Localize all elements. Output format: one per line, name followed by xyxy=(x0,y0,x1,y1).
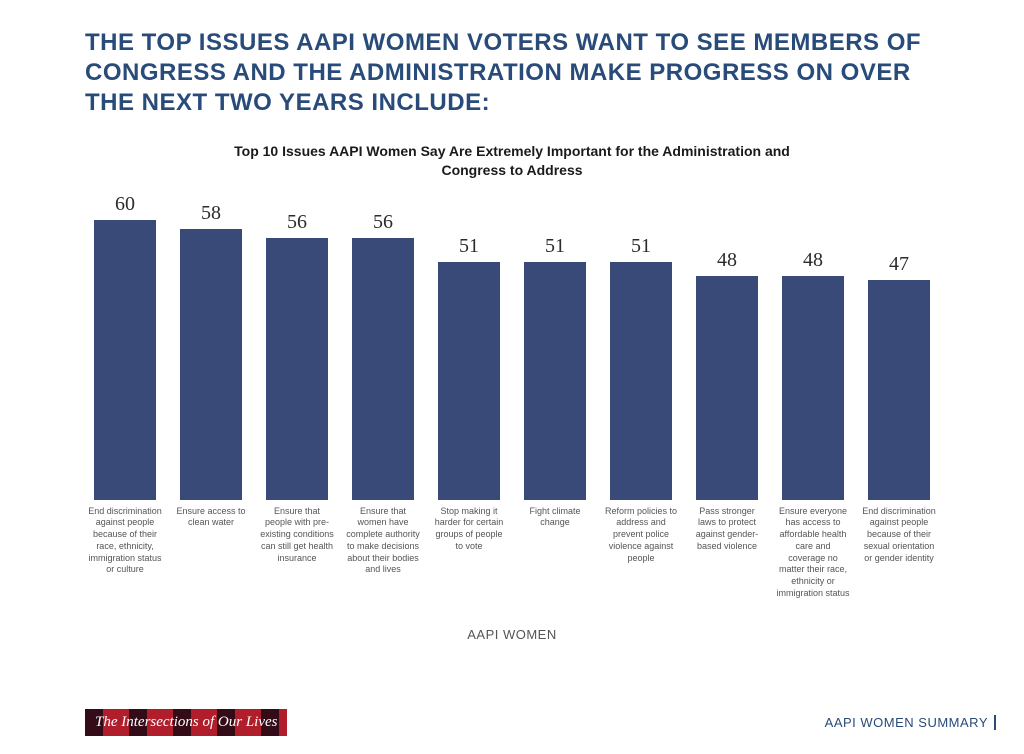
bar-category-label: Ensure that women have complete authorit… xyxy=(344,506,422,600)
bar xyxy=(266,238,328,499)
bar-value-label: 48 xyxy=(717,249,737,272)
bar-col: 51 xyxy=(516,235,594,500)
bar-chart: 60585656515151484847 End discrimination … xyxy=(82,200,942,643)
bar xyxy=(782,276,844,500)
bar xyxy=(438,262,500,500)
bar-category-label: Fight climate change xyxy=(516,506,594,600)
bar-value-label: 60 xyxy=(115,193,135,216)
bar xyxy=(180,229,242,500)
bar-value-label: 51 xyxy=(545,235,565,258)
bar xyxy=(352,238,414,499)
bar-col: 48 xyxy=(688,249,766,500)
source-logo: The Intersections of Our Lives xyxy=(85,709,287,736)
bar-value-label: 47 xyxy=(889,253,909,276)
bar-col: 51 xyxy=(430,235,508,500)
bar-category-label: Reform policies to address and prevent p… xyxy=(602,506,680,600)
bar-value-label: 51 xyxy=(631,235,651,258)
bar-value-label: 58 xyxy=(201,202,221,225)
bar-col: 58 xyxy=(172,202,250,500)
bar-value-label: 56 xyxy=(373,211,393,234)
bar-category-label: Ensure everyone has access to affordable… xyxy=(774,506,852,600)
bar-col: 56 xyxy=(344,211,422,499)
bar-col: 48 xyxy=(774,249,852,500)
footer: The Intersections of Our Lives AAPI WOME… xyxy=(0,709,1024,736)
bar-value-label: 48 xyxy=(803,249,823,272)
footer-summary-text: AAPI WOMEN SUMMARY xyxy=(825,715,996,730)
bar xyxy=(696,276,758,500)
bar-category-label: End discrimination against people becaus… xyxy=(86,506,164,600)
page-title: THE TOP ISSUES AAPI WOMEN VOTERS WANT TO… xyxy=(0,0,1024,128)
x-axis-label: AAPI WOMEN xyxy=(82,627,942,642)
chart-title: Top 10 Issues AAPI Women Say Are Extreme… xyxy=(230,142,794,180)
bar-col: 60 xyxy=(86,193,164,500)
bar-col: 47 xyxy=(860,253,938,499)
bar-col: 51 xyxy=(602,235,680,500)
bar xyxy=(94,220,156,500)
bar xyxy=(868,280,930,499)
bar xyxy=(524,262,586,500)
bar-value-label: 51 xyxy=(459,235,479,258)
bar-category-label: End discrimination against people becaus… xyxy=(860,506,938,600)
bar-col: 56 xyxy=(258,211,336,499)
logo-text: The Intersections of Our Lives xyxy=(95,714,277,730)
bar-category-label: Ensure access to clean water xyxy=(172,506,250,600)
bar xyxy=(610,262,672,500)
bar-category-label: Pass stronger laws to protect against ge… xyxy=(688,506,766,600)
bar-category-label: Stop making it harder for certain groups… xyxy=(430,506,508,600)
bar-category-label: Ensure that people with pre-existing con… xyxy=(258,506,336,600)
bar-value-label: 56 xyxy=(287,211,307,234)
